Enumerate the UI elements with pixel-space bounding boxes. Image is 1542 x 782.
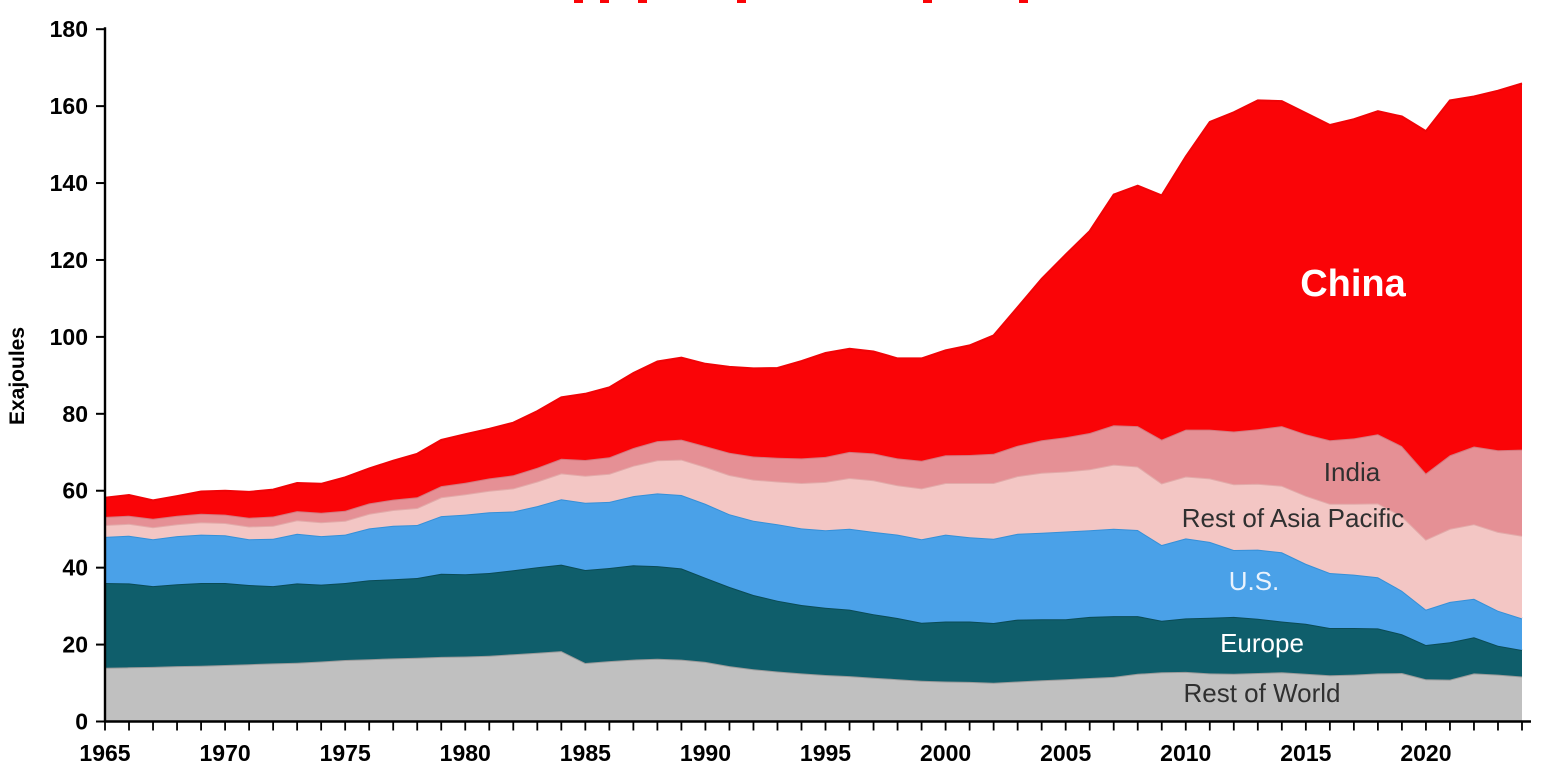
area-series-group [104,82,1523,722]
y-axis-title: Exajoules [6,327,29,425]
y-tick-label: 40 [62,555,88,581]
x-tick-label: 2005 [1040,740,1091,766]
cropped-title-remnant [1019,0,1028,3]
series-labels-group: Rest of World Europe U.S. Rest of Asia Paci… [1182,263,1407,708]
axes-group [103,27,1531,723]
area-china [105,83,1522,519]
area-us [105,493,1522,650]
series-label-europe: Europe [1220,628,1304,658]
cropped-title-remnant [600,0,609,3]
cropped-title-remnant [574,0,583,3]
tick-group [96,28,1523,731]
series-label-china: China [1300,263,1406,305]
tick-labels-group: 0 20 40 60 80 100 120 140 160 180 1965 1970 1975 1980… [50,16,1452,766]
area-roap [105,459,1522,619]
x-tick-label: 2020 [1400,740,1451,766]
x-tick-label: 1975 [320,740,371,766]
x-tick-label: 1985 [560,740,611,766]
x-tick-label: 1980 [440,740,491,766]
area-row [105,651,1522,722]
x-tick-label: 1970 [199,740,250,766]
cropped-title-remnant [737,0,746,3]
x-tick-label: 2000 [920,740,971,766]
series-label-row: Rest of World [1183,678,1340,708]
edge-china [104,82,1523,502]
x-tick-label: 1965 [79,740,130,766]
y-tick-label: 60 [62,478,88,504]
y-tick-label: 140 [50,170,88,196]
series-label-india: India [1324,457,1381,487]
y-tick-label: 0 [75,709,88,735]
cropped-title-remnant [923,0,932,3]
cropped-title-remnant [638,0,647,3]
x-tick-label: 1990 [680,740,731,766]
y-tick-label: 120 [50,247,88,273]
series-label-roap: Rest of Asia Pacific [1182,503,1405,533]
area-europe [105,564,1522,683]
y-tick-label: 100 [50,324,88,350]
x-tick-label: 2015 [1280,740,1331,766]
y-tick-label: 20 [62,632,88,658]
x-tick-label: 2010 [1160,740,1211,766]
x-tick-label: 1995 [800,740,851,766]
y-tick-label: 180 [50,16,88,42]
y-tick-label: 160 [50,93,88,119]
series-label-us: U.S. [1229,566,1280,596]
y-tick-label: 80 [62,401,88,427]
